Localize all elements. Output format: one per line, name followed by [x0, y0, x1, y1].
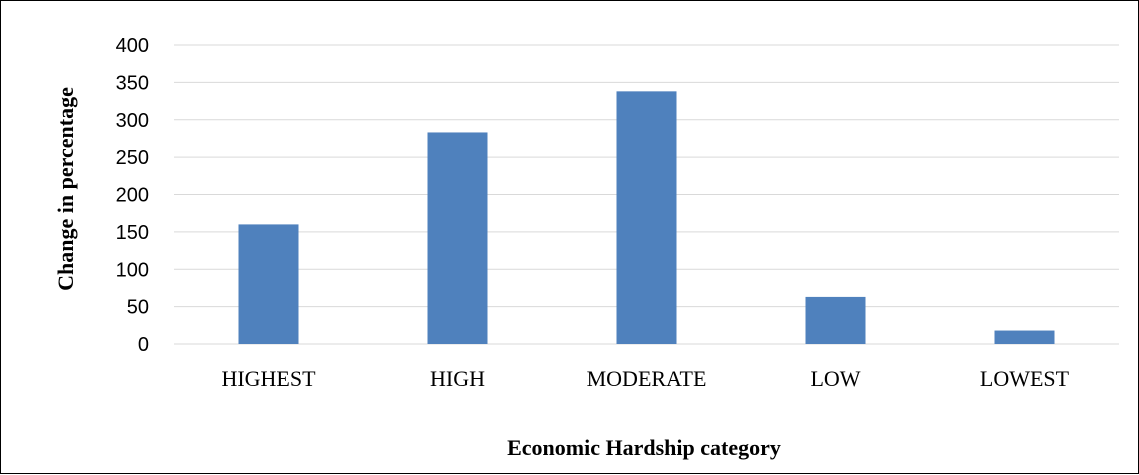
bar-moderate: [616, 91, 677, 344]
x-tick-label: HIGH: [430, 366, 485, 391]
x-tick-label: LOW: [810, 366, 860, 391]
y-tick-label: 400: [116, 35, 149, 57]
y-tick-label: 100: [116, 259, 149, 281]
y-axis-title: Change in percentage: [53, 87, 78, 291]
y-tick-label: 200: [116, 185, 149, 207]
y-tick-label: 350: [116, 72, 149, 94]
x-axis-title: Economic Hardship category: [507, 435, 781, 460]
bar-highest: [238, 224, 299, 344]
y-tick-label: 150: [116, 222, 149, 244]
bar-high: [427, 132, 488, 344]
y-tick-label: 0: [138, 334, 149, 356]
x-tick-label: MODERATE: [587, 366, 707, 391]
x-tick-label: HIGHEST: [221, 366, 316, 391]
x-tick-labels: HIGHEST HIGH MODERATE LOW LOWEST: [221, 366, 1069, 391]
y-tick-label: 250: [116, 147, 149, 169]
y-tick-label: 50: [127, 297, 149, 319]
y-tick-label: 300: [116, 110, 149, 132]
y-tick-labels: 0 50 100 150 200 250 300 350 400: [116, 35, 149, 356]
bars: [238, 91, 1055, 344]
bar-low: [805, 296, 866, 344]
bar-lowest: [994, 330, 1055, 344]
x-tick-label: LOWEST: [980, 366, 1070, 391]
